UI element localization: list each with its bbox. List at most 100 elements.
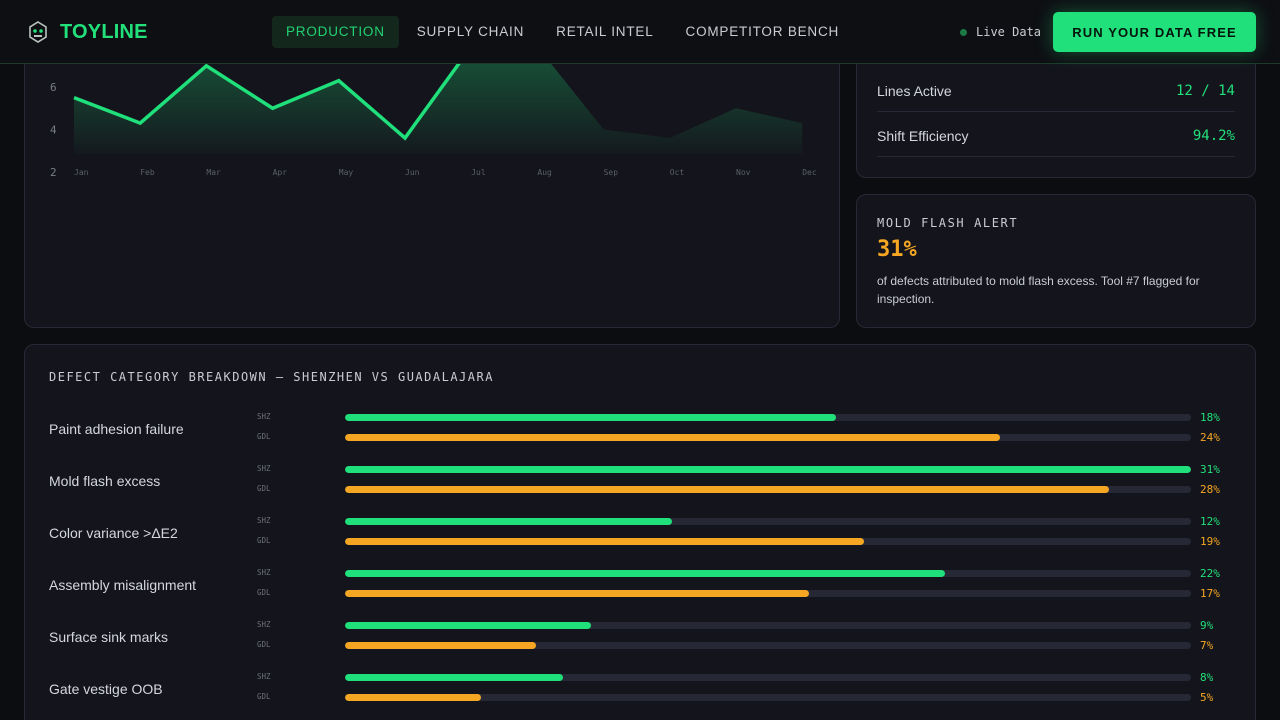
defect-name: Surface sink marks <box>49 629 169 645</box>
bar-percent-shz: 9% <box>1200 619 1214 632</box>
defect-row: Mold flash excess SHZ 31% GDL 28% <box>25 458 1255 498</box>
mold-flash-alert-panel: MOLD FLASH ALERT 31% of defects attribut… <box>856 194 1256 328</box>
x-tick-label: Oct <box>670 168 685 177</box>
site-tag-gdl: GDL <box>257 692 271 701</box>
bar-percent-gdl: 17% <box>1200 587 1220 600</box>
defect-bar-shz: SHZ 12% <box>25 515 1255 528</box>
bar-track <box>345 518 1191 525</box>
defect-bar-gdl: GDL 19% <box>25 535 1255 548</box>
defect-breakdown-panel: DEFECT CATEGORY BREAKDOWN — SHENZHEN VS … <box>24 344 1256 720</box>
bar-percent-gdl: 28% <box>1200 483 1220 496</box>
bar-track <box>345 486 1191 493</box>
y-tick-label: 6 <box>50 81 57 94</box>
defect-bar-gdl: GDL 17% <box>25 587 1255 600</box>
top-header: TOYLINE PRODUCTION SUPPLY CHAIN RETAIL I… <box>0 0 1280 64</box>
x-tick-label: Jul <box>471 168 486 177</box>
defect-bar-shz: SHZ 18% <box>25 411 1255 424</box>
bar-fill-gdl <box>345 486 1110 493</box>
defect-bar-shz: SHZ 8% <box>25 671 1255 684</box>
live-data-indicator: Live Data <box>960 24 1041 40</box>
production-chart-panel: 2 4 6 Jan Feb Mar Apr May Jun Jul Aug Sep Oct Nov Dec <box>24 20 840 328</box>
y-tick-label: 2 <box>50 166 57 179</box>
bar-track <box>345 642 1191 649</box>
x-tick-label: Sep <box>604 168 619 177</box>
defect-bar-shz: SHZ 9% <box>25 619 1255 632</box>
bar-fill-gdl <box>345 590 809 597</box>
data-point <box>272 107 274 109</box>
site-tag-shz: SHZ <box>257 568 271 577</box>
bar-percent-gdl: 7% <box>1200 639 1214 652</box>
alert-value: 31% <box>877 237 917 262</box>
bar-percent-gdl: 24% <box>1200 431 1220 444</box>
site-tag-shz: SHZ <box>257 672 271 681</box>
defect-row: Gate vestige OOB SHZ 8% GDL 5% <box>25 666 1255 706</box>
bar-fill-shz <box>345 518 673 525</box>
bar-fill-shz <box>345 622 591 629</box>
site-tag-shz: SHZ <box>257 412 271 421</box>
site-tag-shz: SHZ <box>257 516 271 525</box>
defect-row: Surface sink marks SHZ 9% GDL 7% <box>25 614 1255 654</box>
bar-track <box>345 434 1191 441</box>
defect-bar-gdl: GDL 28% <box>25 483 1255 496</box>
nav-retail-intel[interactable]: RETAIL INTEL <box>556 24 654 39</box>
data-point <box>404 137 406 139</box>
kpi-label: Lines Active <box>877 83 952 99</box>
site-tag-shz: SHZ <box>257 464 271 473</box>
nav-competitor-bench[interactable]: COMPETITOR BENCH <box>685 24 840 39</box>
kpi-value: 12 / 14 <box>1175 83 1235 99</box>
bar-track <box>345 674 1191 681</box>
defect-name: Gate vestige OOB <box>49 681 163 697</box>
bar-track <box>345 622 1191 629</box>
defect-breakdown-title: DEFECT CATEGORY BREAKDOWN — SHENZHEN VS … <box>49 370 494 384</box>
data-point <box>735 107 737 109</box>
x-tick-label: Jan <box>74 168 89 177</box>
bar-fill-gdl <box>345 538 864 545</box>
bar-track <box>345 414 1191 421</box>
x-tick-label: Dec <box>802 168 817 177</box>
x-tick-label: May <box>339 168 354 177</box>
x-tick-label: Mar <box>206 168 221 177</box>
x-tick-label: Aug <box>537 168 552 177</box>
x-tick-label: Nov <box>736 168 751 177</box>
bar-percent-gdl: 5% <box>1200 691 1214 704</box>
bar-fill-shz <box>345 570 946 577</box>
defect-name: Assembly misalignment <box>49 577 197 593</box>
brand[interactable]: TOYLINE <box>28 20 148 44</box>
bar-track <box>345 466 1191 473</box>
bar-fill-shz <box>345 674 564 681</box>
defect-name: Paint adhesion failure <box>49 421 184 437</box>
nav-supply-chain[interactable]: SUPPLY CHAIN <box>416 24 525 39</box>
bar-fill-shz <box>345 414 837 421</box>
y-tick-label: 4 <box>50 124 57 137</box>
bar-fill-gdl <box>345 434 1000 441</box>
bar-percent-shz: 8% <box>1200 671 1214 684</box>
main-nav: PRODUCTION SUPPLY CHAIN RETAIL INTEL COM… <box>272 16 857 48</box>
data-point <box>73 97 75 99</box>
brand-name: TOYLINE <box>60 20 148 43</box>
bar-track <box>345 694 1191 701</box>
site-tag-gdl: GDL <box>257 484 271 493</box>
bar-percent-shz: 31% <box>1200 463 1220 476</box>
bar-track <box>345 570 1191 577</box>
defect-bar-shz: SHZ 31% <box>25 463 1255 476</box>
bar-track <box>345 538 1191 545</box>
site-tag-gdl: GDL <box>257 536 271 545</box>
bar-fill-gdl <box>345 642 537 649</box>
bar-percent-shz: 22% <box>1200 567 1220 580</box>
defect-row: Paint adhesion failure SHZ 18% GDL 24% <box>25 406 1255 446</box>
defect-bar-gdl: GDL 5% <box>25 691 1255 704</box>
site-tag-gdl: GDL <box>257 432 271 441</box>
run-your-data-free-button[interactable]: RUN YOUR DATA FREE <box>1053 12 1256 52</box>
kpi-value: 94.2% <box>1192 128 1235 144</box>
kpi-row-shift-efficiency: Shift Efficiency 94.2% <box>877 112 1235 157</box>
defect-row: Assembly misalignment SHZ 22% GDL 17% <box>25 562 1255 602</box>
live-data-label: Live Data <box>976 25 1042 39</box>
nav-production[interactable]: PRODUCTION <box>272 16 399 48</box>
site-tag-shz: SHZ <box>257 620 271 629</box>
defect-name: Mold flash excess <box>49 473 161 489</box>
bar-percent-shz: 18% <box>1200 411 1220 424</box>
bar-percent-shz: 12% <box>1200 515 1220 528</box>
kpi-label: Shift Efficiency <box>877 128 969 144</box>
data-point <box>603 129 605 131</box>
data-point <box>205 65 207 67</box>
